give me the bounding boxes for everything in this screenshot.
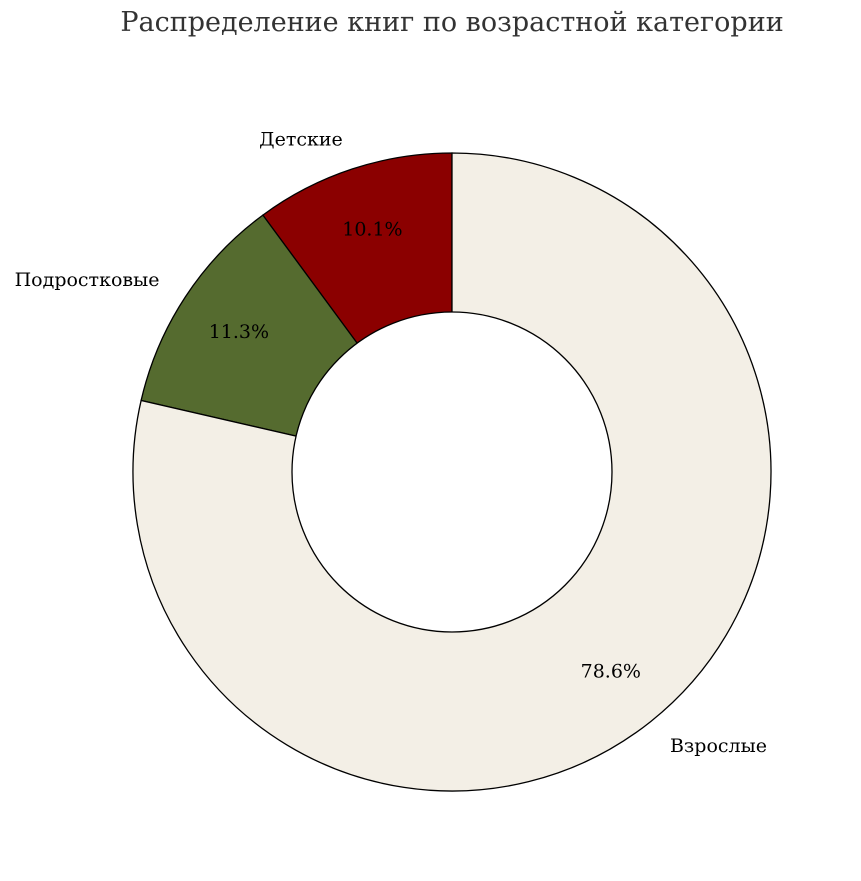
slice-label-1: Подростковые [15,269,160,291]
slice-label-2: Взрослые [670,735,767,757]
slice-pct-label-0: 10.1% [342,219,402,241]
donut-hole [291,311,613,633]
slice-2 [132,152,772,792]
labels-layer: 10.1% Детские 11.3% Подростковые 78.6% Взросл… [15,128,767,756]
slice-label-0: Детские [259,128,343,150]
slice-pct-label-1: 11.3% [209,321,269,343]
chart-title: Распределение книг по возрастной категор… [120,7,783,38]
slice-pct-label-2: 78.6% [581,661,641,683]
